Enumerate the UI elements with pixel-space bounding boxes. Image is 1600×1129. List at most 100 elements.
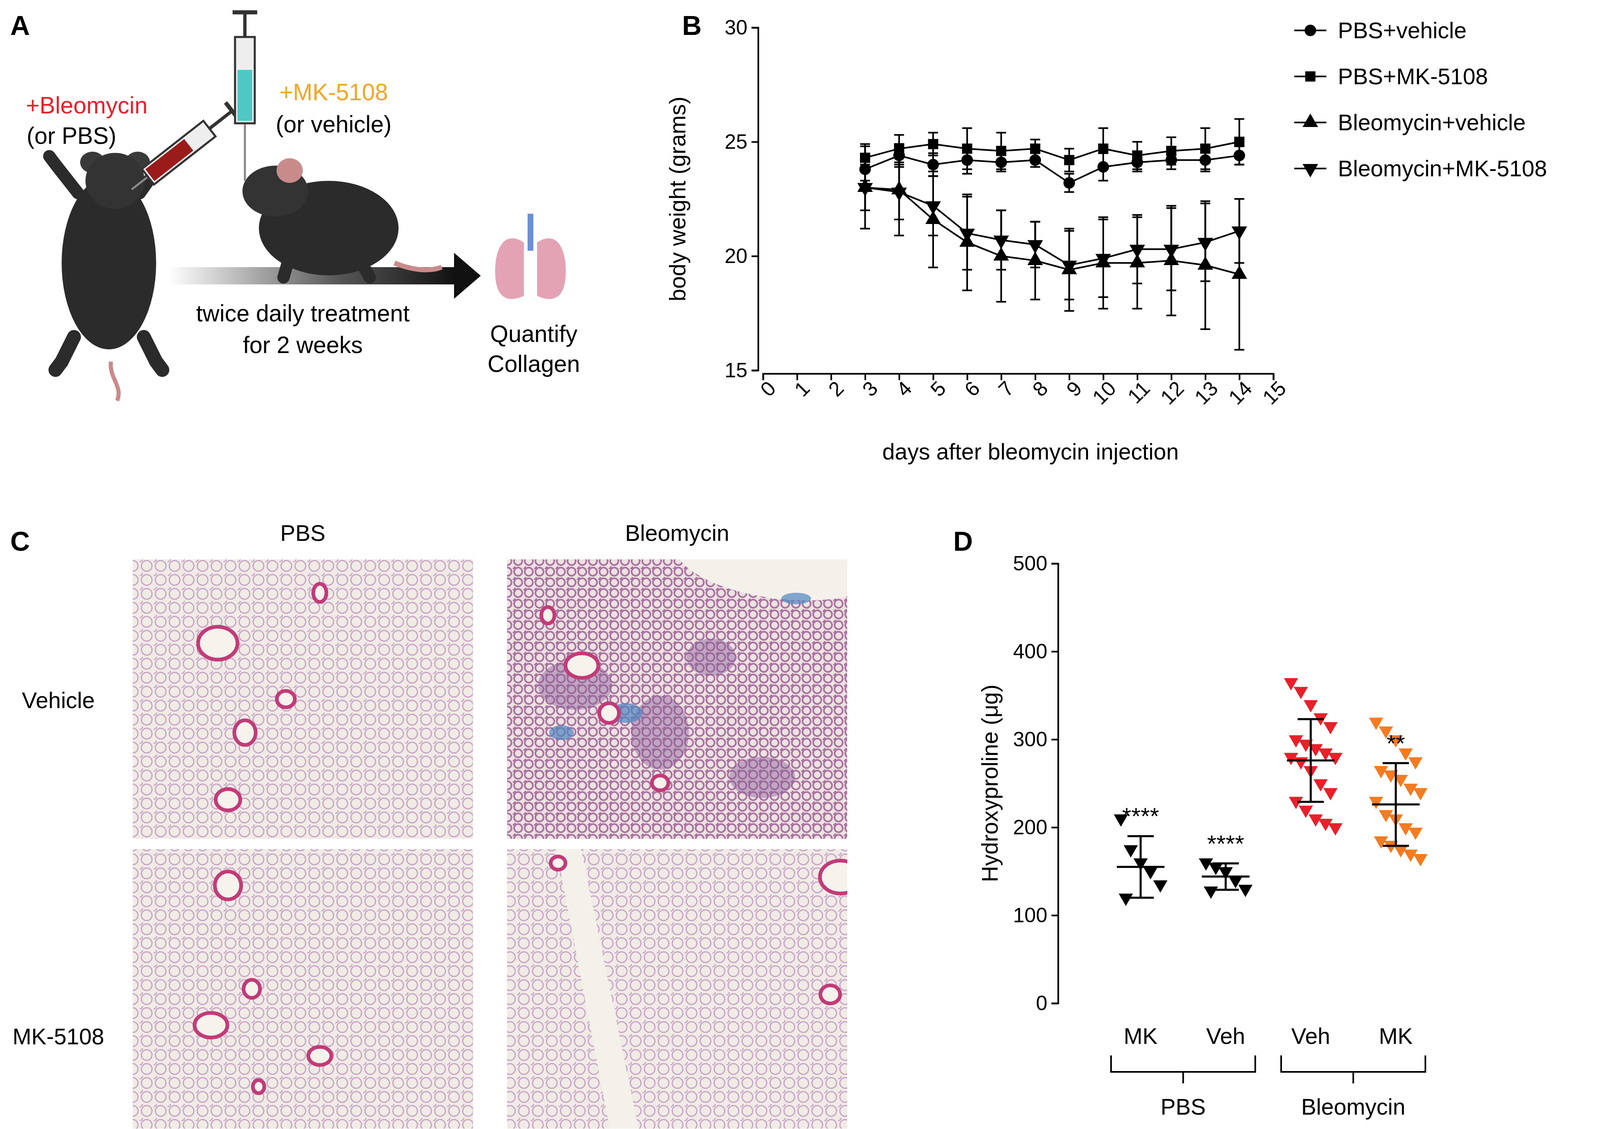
tick-label: 0 [756, 376, 781, 401]
point [1323, 787, 1338, 800]
plunger-head [232, 10, 258, 15]
tick: 6 [959, 373, 985, 402]
point [1097, 161, 1109, 173]
mouse-2 [242, 158, 442, 278]
tick-label: MK [1123, 1023, 1158, 1049]
tissue [507, 559, 848, 839]
figure-canvas: ABCD+Bleomycin(or PBS)+MK-5108(or vehicl… [0, 0, 1600, 1129]
tick: 15 [724, 358, 759, 382]
point [1153, 880, 1168, 893]
point [961, 143, 973, 154]
tick-label: 12 [1156, 376, 1189, 409]
tick-label: 0 [1035, 991, 1048, 1015]
tick-label: 400 [1013, 639, 1048, 663]
tick: 4 [892, 373, 917, 402]
legend-label: Bleomycin+MK-5108 [1337, 155, 1547, 182]
point [1323, 721, 1338, 735]
lobe-gap [556, 848, 639, 1129]
group-label: PBS [1160, 1093, 1206, 1120]
legend-label: Bleomycin+vehicle [1337, 109, 1526, 136]
point [928, 138, 939, 150]
airway [819, 860, 848, 894]
airway [308, 1046, 332, 1065]
fibrotic-patch [686, 638, 736, 676]
series-line [864, 187, 1240, 275]
tick: 500 [1013, 551, 1059, 575]
point [891, 187, 907, 201]
sd-bar [1297, 719, 1324, 802]
airway [194, 1012, 228, 1038]
tick-mark [1051, 1002, 1059, 1005]
panel-a: +Bleomycin(or PBS)+MK-5108(or vehicle)tw… [25, 12, 581, 401]
error-bar [1064, 148, 1075, 172]
tick: 100 [1013, 903, 1059, 927]
lung-right [537, 238, 566, 300]
tick-label: 14 [1224, 376, 1257, 409]
tick: 2 [823, 373, 849, 402]
group-label: Bleomycin [1301, 1093, 1406, 1120]
panel-c: PBSBleomycinVehicleMK-5108 [12, 520, 861, 1129]
tick-mark [751, 255, 759, 258]
point [1303, 699, 1319, 713]
axis-title: Hydroxyproline (μg) [977, 684, 1003, 882]
fibrotic-patch [631, 695, 690, 770]
axis: MKVehVehMKPBSBleomycin [1111, 1023, 1426, 1120]
panel-d: 0100200300400500Hydroxyproline (μg)*****… [977, 551, 1428, 1120]
tick-label: 100 [1013, 903, 1048, 927]
point [1369, 796, 1384, 810]
histology-image [507, 848, 848, 1129]
point [894, 143, 905, 154]
tick-label: 9 [1062, 376, 1087, 401]
tick-label: 10 [1088, 376, 1121, 409]
panel-letter: A [10, 10, 30, 41]
airway [214, 871, 242, 900]
point [1413, 853, 1428, 867]
needle [244, 123, 247, 181]
tick-label: 4 [892, 376, 917, 401]
airway [234, 720, 256, 745]
tick-label: 8 [1028, 376, 1053, 401]
mouse-tail [394, 262, 442, 270]
legend-marker [1305, 71, 1316, 82]
fibrotic-patch [729, 756, 796, 798]
diagram-label: +Bleomycin [25, 92, 148, 119]
tissue [132, 559, 473, 839]
point [1233, 149, 1245, 162]
airway [550, 856, 566, 870]
axis-line [763, 373, 1274, 381]
tick-mark [751, 141, 759, 143]
row-label: MK-5108 [12, 1023, 104, 1049]
tick-label: 200 [1013, 815, 1048, 839]
point [1143, 866, 1158, 880]
axis-line [751, 27, 759, 371]
tick-mark [751, 27, 759, 29]
point [1199, 154, 1211, 166]
legend-label: PBS+MK-5108 [1337, 63, 1488, 90]
point [1095, 253, 1112, 268]
diagram-label: +MK-5108 [279, 78, 389, 106]
tick: 200 [1013, 815, 1059, 839]
legend-label: PBS+vehicle [1337, 17, 1467, 44]
tissue [132, 848, 473, 1129]
airway [215, 788, 241, 811]
tick-label: 7 [993, 376, 1019, 401]
point [961, 154, 973, 166]
tick: 11 [1122, 373, 1155, 409]
histology-image [132, 559, 473, 839]
mouse-leg [283, 262, 288, 278]
point [859, 152, 871, 163]
tick-label: 1 [789, 376, 814, 401]
legend-marker [1302, 113, 1319, 127]
lobe-gap [679, 559, 848, 601]
tick: 3 [857, 373, 883, 402]
point [1231, 265, 1248, 279]
tick: 14 [1224, 373, 1257, 409]
tick: 8 [1028, 373, 1053, 402]
significance: **** [1207, 829, 1245, 857]
point [1129, 244, 1146, 259]
legend: PBS+vehicle PBS+MK-5108 Bleomycin+vehicle B… [1294, 17, 1547, 182]
tick-mark [751, 369, 759, 372]
point [1200, 143, 1211, 154]
point [1027, 239, 1043, 254]
tick: 0 [756, 373, 781, 402]
